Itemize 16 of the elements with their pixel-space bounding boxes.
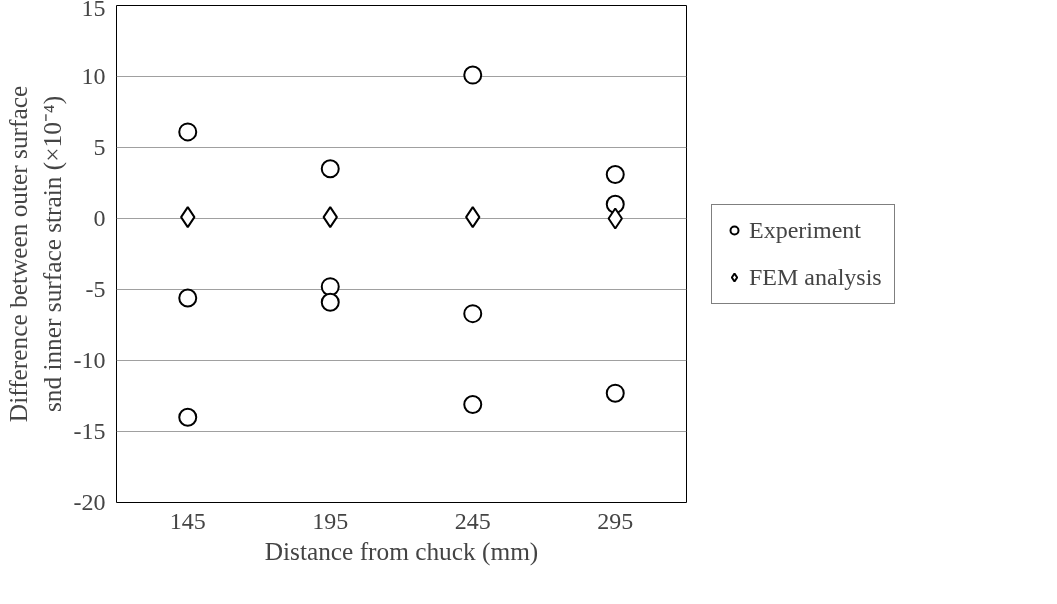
legend-label: Experiment — [749, 216, 861, 244]
x-axis-title: Distance from chuck (mm) — [264, 536, 539, 566]
y-tick-label: 5 — [93, 134, 106, 160]
y-tick-label: -5 — [85, 276, 106, 302]
y-tick-label: 10 — [81, 63, 106, 89]
x-tick-label: 245 — [454, 507, 491, 534]
y-tick-label: -20 — [73, 489, 106, 515]
y-axis-title: Difference between outer surface snd inner surface strain (×10⁻⁴) — [3, 85, 67, 423]
x-tick-label: 195 — [312, 507, 349, 534]
y-tick-label: -15 — [73, 418, 106, 444]
x-tick-label: 295 — [597, 507, 634, 534]
legend-label: FEM analysis — [749, 263, 882, 291]
y-tick-label: -10 — [73, 347, 106, 373]
y-tick-label: 15 — [81, 0, 106, 21]
y-tick-label: 0 — [93, 205, 106, 231]
x-tick-label: 145 — [169, 507, 206, 534]
